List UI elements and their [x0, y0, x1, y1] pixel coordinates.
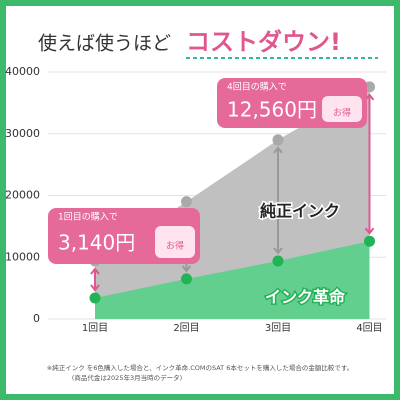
point	[272, 134, 284, 146]
y-tick-label: 0	[33, 312, 40, 325]
point	[364, 235, 375, 247]
point	[89, 292, 101, 304]
point	[181, 196, 192, 208]
point	[181, 273, 192, 285]
footnote: ※純正インク を6色購入した場合と、インク革命.COMのSAT 6本セットを購入…	[47, 363, 353, 372]
arrow-head	[90, 284, 100, 292]
series-label: インク革命	[265, 288, 346, 307]
y-tick-label: 20000	[5, 189, 40, 202]
arrow-head	[181, 265, 192, 273]
point	[272, 255, 284, 267]
arrow-head	[364, 227, 375, 235]
y-tick-label: 40000	[5, 65, 40, 78]
callout-suffix: お得	[166, 240, 184, 252]
callout-caption: 1回目の購入で	[58, 211, 118, 223]
arrow-head	[90, 267, 100, 275]
callout-amount: 12,560円	[227, 98, 317, 122]
callout-amount: 3,140円	[58, 231, 135, 255]
x-tick-label: 4回目	[356, 322, 382, 334]
y-tick-label: 30000	[5, 127, 40, 140]
area	[95, 241, 370, 319]
footnote: (商品代金は2025年3月当時のデータ)	[72, 373, 182, 382]
arrow-head	[273, 247, 283, 255]
callout-suffix: お得	[333, 107, 351, 119]
callout-pill	[155, 226, 195, 258]
y-tick-label: 10000	[5, 250, 40, 263]
arrow-head	[273, 146, 283, 154]
x-tick-label: 3回目	[265, 322, 291, 334]
chart-title: 使えば使うほど	[38, 33, 171, 55]
series-label: 純正インク	[260, 202, 340, 221]
callout-caption: 4回目の購入で	[227, 81, 287, 93]
x-tick-label: 1回目	[82, 322, 108, 334]
x-tick-label: 2回目	[173, 322, 199, 334]
chart-title-emphasis: コストダウン!	[186, 28, 341, 56]
callout-pill	[322, 96, 362, 122]
